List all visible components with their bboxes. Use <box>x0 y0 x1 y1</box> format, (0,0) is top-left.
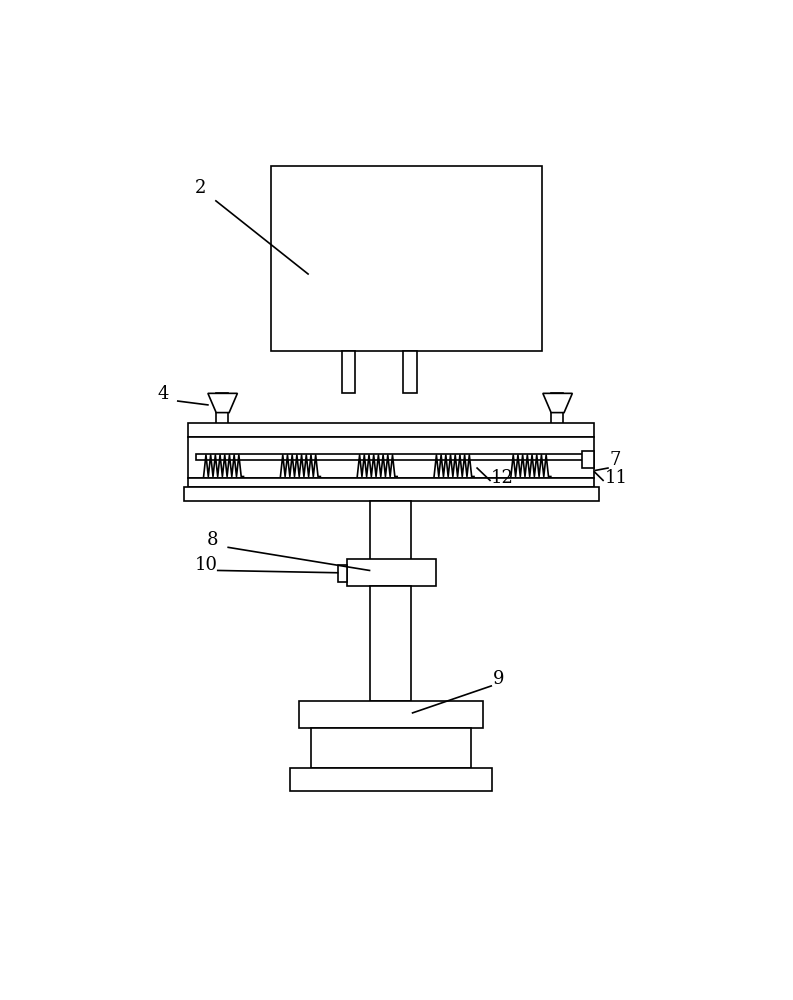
Bar <box>299 701 483 728</box>
Bar <box>196 454 587 460</box>
Bar <box>216 393 228 436</box>
Bar <box>188 478 594 487</box>
Bar <box>271 166 542 351</box>
Bar <box>551 393 563 436</box>
Bar <box>370 586 412 701</box>
Bar <box>347 559 436 586</box>
Bar <box>404 351 417 393</box>
Text: 7: 7 <box>609 451 621 469</box>
Bar <box>342 351 355 393</box>
Text: 9: 9 <box>492 670 504 688</box>
Bar <box>582 451 595 468</box>
Bar <box>188 437 594 478</box>
Polygon shape <box>208 393 237 413</box>
Text: 11: 11 <box>604 469 627 487</box>
Text: 12: 12 <box>491 469 514 487</box>
Polygon shape <box>543 393 573 413</box>
Text: 2: 2 <box>194 179 205 197</box>
Bar <box>289 768 492 791</box>
Bar <box>370 501 412 586</box>
Bar <box>338 565 347 582</box>
Text: 8: 8 <box>207 531 218 549</box>
Text: 10: 10 <box>194 556 217 574</box>
Text: 4: 4 <box>158 385 169 403</box>
Bar <box>188 423 594 437</box>
Bar <box>184 487 599 501</box>
Bar <box>311 728 471 768</box>
